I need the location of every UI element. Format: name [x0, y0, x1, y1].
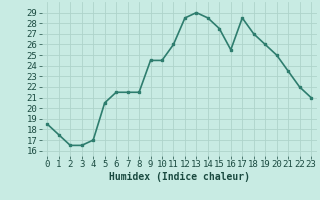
X-axis label: Humidex (Indice chaleur): Humidex (Indice chaleur): [109, 172, 250, 182]
